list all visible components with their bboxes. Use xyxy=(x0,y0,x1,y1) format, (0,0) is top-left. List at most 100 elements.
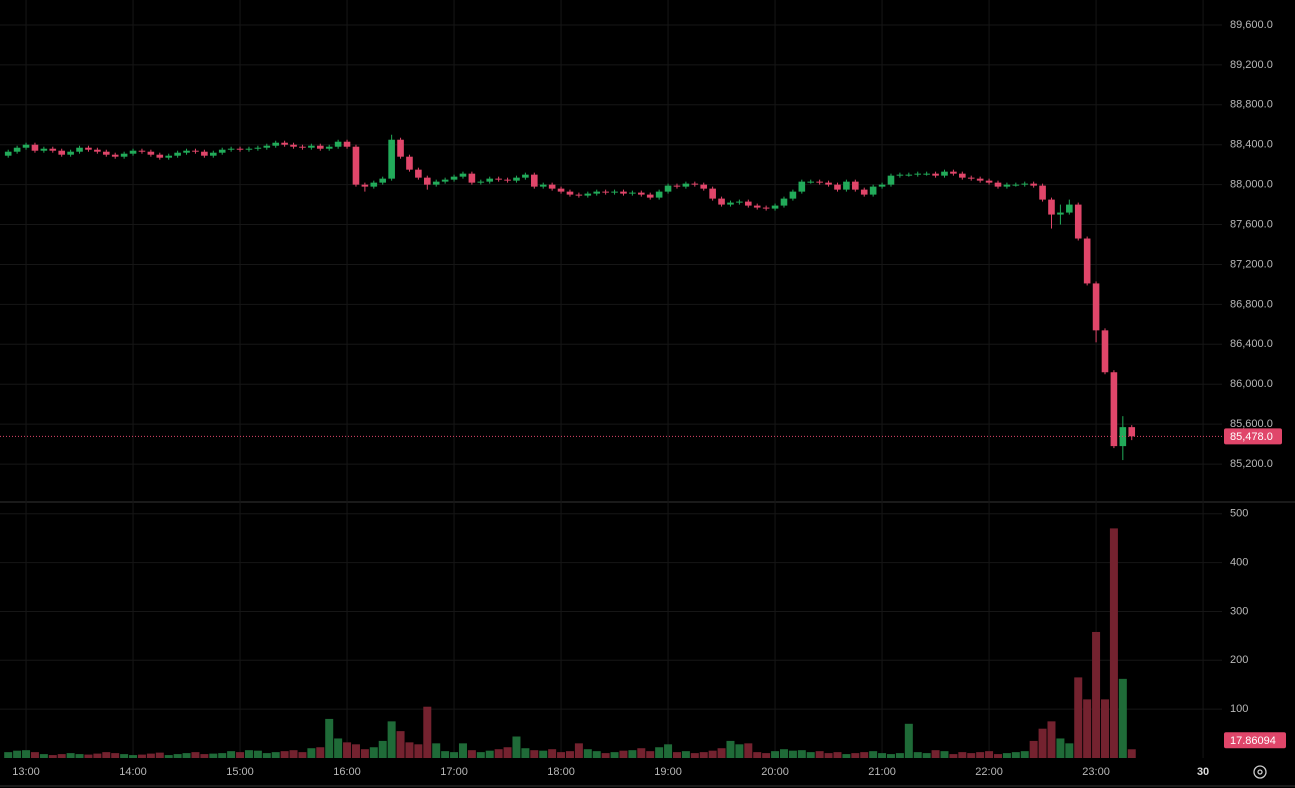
volume-bar xyxy=(405,742,414,758)
volume-bar xyxy=(512,736,521,758)
candle-body xyxy=(31,144,39,151)
candle-body xyxy=(174,152,181,156)
y2-tick-label: 100 xyxy=(1230,703,1248,715)
volume-bar xyxy=(325,718,334,758)
candle-body xyxy=(308,145,315,148)
volume-bar xyxy=(218,753,227,758)
candle-body xyxy=(477,181,485,183)
candle-body xyxy=(94,149,101,152)
candle-body xyxy=(700,184,708,189)
candle-body xyxy=(352,146,360,185)
y-tick-label: 86,800.0 xyxy=(1230,298,1273,310)
candle-body xyxy=(388,139,395,179)
volume-bar xyxy=(1002,753,1011,758)
volume-bar xyxy=(762,753,771,758)
candle-body xyxy=(878,184,886,187)
volume-bar xyxy=(672,752,681,758)
candle-body xyxy=(655,191,663,198)
candle-body xyxy=(843,181,850,190)
candle-body xyxy=(1101,330,1109,373)
candle-body xyxy=(682,183,690,187)
candle-body xyxy=(299,146,306,148)
candle-body xyxy=(620,191,627,194)
candle-body xyxy=(1083,238,1091,284)
volume-bar xyxy=(1127,749,1136,758)
volume-bar xyxy=(958,752,967,758)
candle-body xyxy=(816,181,823,183)
x-tick-label: 21:00 xyxy=(868,766,896,778)
candle-body xyxy=(450,176,458,180)
x-tick-label: 30 xyxy=(1197,766,1209,778)
volume-bar xyxy=(343,742,352,758)
candle-body xyxy=(638,192,645,195)
candle-body xyxy=(334,141,342,147)
settings-icon[interactable] xyxy=(1253,765,1267,779)
y-tick-label: 88,000.0 xyxy=(1230,179,1273,191)
volume-bar xyxy=(111,753,120,758)
candle-body xyxy=(522,174,529,178)
candle-body xyxy=(1021,183,1029,185)
candle-body xyxy=(914,173,922,175)
x-tick-label: 23:00 xyxy=(1082,766,1110,778)
last-volume-label: 17.86094 xyxy=(1230,735,1276,747)
candle-body xyxy=(1030,183,1037,186)
volume-bar xyxy=(1100,699,1109,758)
volume-bar xyxy=(441,751,450,758)
candle-body xyxy=(780,198,788,206)
volume-bar xyxy=(378,740,387,758)
volume-bar xyxy=(574,743,583,758)
volume-bar xyxy=(913,752,922,758)
volume-bar xyxy=(833,752,842,758)
settings-core[interactable] xyxy=(1257,769,1263,775)
volume-bar xyxy=(886,754,895,758)
volume-bar xyxy=(610,752,619,758)
volume-bar xyxy=(39,754,48,758)
y-tick-label: 87,600.0 xyxy=(1230,218,1273,230)
volume-bar xyxy=(423,706,432,758)
volume-bar xyxy=(236,752,245,758)
y2-tick-label: 400 xyxy=(1230,557,1248,569)
y-tick-label: 89,200.0 xyxy=(1230,59,1273,71)
volume-bar xyxy=(48,755,57,758)
candle-body xyxy=(727,202,734,205)
volume-bar xyxy=(708,750,717,758)
volume-bar xyxy=(788,750,797,758)
volume-bar xyxy=(557,752,566,758)
volume-bar xyxy=(30,752,39,758)
settings-ring[interactable] xyxy=(1253,765,1267,779)
candle-body xyxy=(486,178,494,182)
candle-body xyxy=(290,144,297,147)
volume-bar xyxy=(137,754,146,758)
candle-body xyxy=(40,148,48,151)
volume-bar xyxy=(842,754,851,758)
candle-body xyxy=(869,186,877,195)
y-tick-label: 88,800.0 xyxy=(1230,99,1273,111)
volume-bar xyxy=(396,731,405,758)
volume-bar xyxy=(129,755,138,758)
volume-bar xyxy=(387,721,396,758)
volume-bar xyxy=(1083,699,1092,758)
volume-bar xyxy=(619,750,628,758)
candle-body xyxy=(736,201,743,203)
candle-body xyxy=(504,179,511,181)
candle-body xyxy=(718,198,725,205)
candle-body xyxy=(459,173,467,177)
volume-bar xyxy=(209,753,218,758)
x-tick-label: 17:00 xyxy=(440,766,468,778)
volume-bar xyxy=(797,750,806,758)
volume-bar xyxy=(1074,677,1083,758)
candle-body xyxy=(138,150,146,152)
candle-body xyxy=(209,152,217,156)
volume-bar xyxy=(699,752,708,758)
candle-body xyxy=(762,207,770,209)
candle-body xyxy=(584,193,592,196)
candle-body xyxy=(950,171,957,174)
candle-body xyxy=(129,150,137,154)
volume-bar xyxy=(895,753,904,758)
volume-bar xyxy=(539,750,548,758)
candle-body xyxy=(236,148,244,150)
candle-body xyxy=(120,153,128,157)
candle-body xyxy=(1092,283,1100,331)
volume-bar xyxy=(334,738,343,758)
volume-bar xyxy=(1011,752,1020,758)
